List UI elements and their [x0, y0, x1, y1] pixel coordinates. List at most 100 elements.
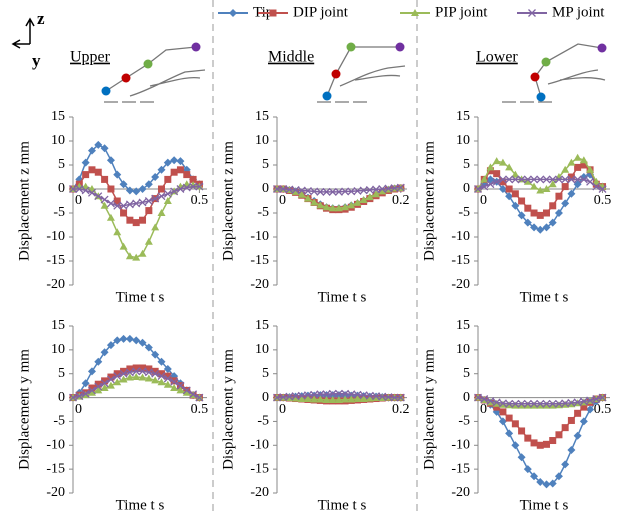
marker-diamond — [511, 201, 520, 210]
marker-cross — [303, 391, 312, 400]
marker-diamond — [138, 185, 147, 193]
marker-square — [493, 170, 501, 178]
marker-cross — [75, 185, 84, 193]
marker-triangle — [303, 194, 312, 202]
y-axis-label: Displacement z mm — [421, 141, 437, 261]
marker-cross — [310, 187, 319, 196]
y-tick-label: 5 — [58, 366, 65, 381]
marker-square — [151, 367, 159, 375]
marker-square — [505, 414, 513, 422]
y-tick-label: 10 — [456, 133, 470, 148]
marker-diamond — [517, 211, 526, 220]
marker-cross — [273, 185, 281, 193]
marker-square — [145, 207, 153, 215]
y-axis-label: Displacement y mm — [16, 349, 32, 470]
marker-triangle — [486, 163, 495, 171]
marker-square — [524, 434, 532, 442]
marker-cross — [94, 192, 103, 201]
marker-cross — [151, 194, 160, 203]
marker-triangle — [378, 187, 387, 195]
y-tick-label: -20 — [250, 485, 269, 500]
y-tick-label: -10 — [451, 438, 470, 453]
marker-diamond — [119, 334, 128, 343]
marker-cross — [125, 200, 134, 209]
marker-diamond — [81, 158, 90, 167]
axes-icon — [11, 17, 35, 49]
marker-square — [145, 365, 153, 373]
x-axis-label: Time t s — [116, 497, 165, 513]
marker-square — [88, 166, 96, 174]
marker-diamond — [176, 157, 185, 166]
marker-diamond — [542, 480, 551, 489]
x-tick-label: 0.2 — [392, 402, 410, 417]
marker-cross — [328, 389, 337, 398]
marker-cross — [523, 175, 532, 184]
marker-diamond — [94, 140, 103, 149]
marker-cross — [505, 175, 514, 184]
marker-diamond — [151, 173, 160, 181]
marker-cross — [598, 393, 607, 402]
marker-cross — [322, 390, 331, 399]
marker-diamond — [87, 367, 96, 376]
marker-square — [555, 192, 563, 200]
marker-diamond — [505, 429, 514, 438]
y-tick-label: 5 — [58, 157, 65, 172]
x-tick-label: 0.5 — [594, 402, 612, 417]
marker-triangle — [297, 395, 306, 403]
y-tick-label: -5 — [257, 414, 269, 429]
marker-cross — [182, 183, 191, 192]
marker-diamond — [163, 158, 172, 167]
marker-square — [132, 364, 140, 372]
marker-cross — [163, 374, 172, 383]
marker-cross — [554, 399, 563, 408]
marker-cross — [81, 389, 90, 398]
marker-triangle — [132, 253, 141, 261]
marker-square — [176, 166, 184, 174]
marker-triangle — [176, 386, 185, 394]
marker-cross — [334, 389, 343, 398]
marker-cross — [81, 186, 90, 195]
marker-square — [567, 416, 575, 424]
marker-triangle — [498, 158, 507, 166]
marker-diamond — [157, 165, 166, 174]
marker-triangle — [328, 204, 337, 212]
y-axis-label: Displacement z mm — [220, 141, 236, 261]
y-axis-label: Displacement y mm — [220, 349, 236, 470]
marker-triangle — [297, 190, 306, 198]
x-axis-label: Time t s — [318, 497, 367, 513]
marker-diamond — [567, 446, 576, 455]
marker-triangle — [492, 157, 501, 165]
marker-square — [542, 440, 550, 448]
x-axis-label: Time t s — [520, 497, 569, 513]
marker-triangle — [151, 223, 160, 231]
marker-cross — [542, 399, 551, 408]
marker-diamond — [132, 187, 141, 196]
marker-cross — [189, 390, 198, 399]
marker-diamond — [125, 334, 134, 343]
marker-triangle — [372, 394, 381, 402]
y-tick-label: -20 — [46, 277, 65, 292]
y-tick-label: 5 — [463, 157, 470, 172]
marker-triangle — [113, 228, 122, 236]
marker-diamond — [554, 209, 563, 217]
marker-diamond — [322, 391, 331, 400]
marker-cross — [579, 175, 588, 184]
marker-triangle — [125, 252, 134, 260]
x-tick-label: 0 — [279, 193, 286, 208]
marker-triangle — [579, 156, 588, 164]
marker-cross — [100, 195, 109, 204]
y-tick-label: -10 — [451, 229, 470, 244]
x-tick-label: 0 — [480, 402, 487, 417]
marker-triangle — [530, 401, 539, 409]
marker-triangle — [100, 201, 109, 209]
marker-diamond — [536, 225, 545, 234]
marker-cross — [567, 398, 576, 407]
x-tick-label: 0 — [480, 193, 487, 208]
marker-cross — [486, 180, 495, 189]
marker-cross — [144, 197, 153, 205]
marker-square — [157, 185, 165, 193]
marker-square — [101, 175, 109, 183]
marker-cross — [347, 390, 356, 399]
marker-square — [499, 178, 507, 186]
